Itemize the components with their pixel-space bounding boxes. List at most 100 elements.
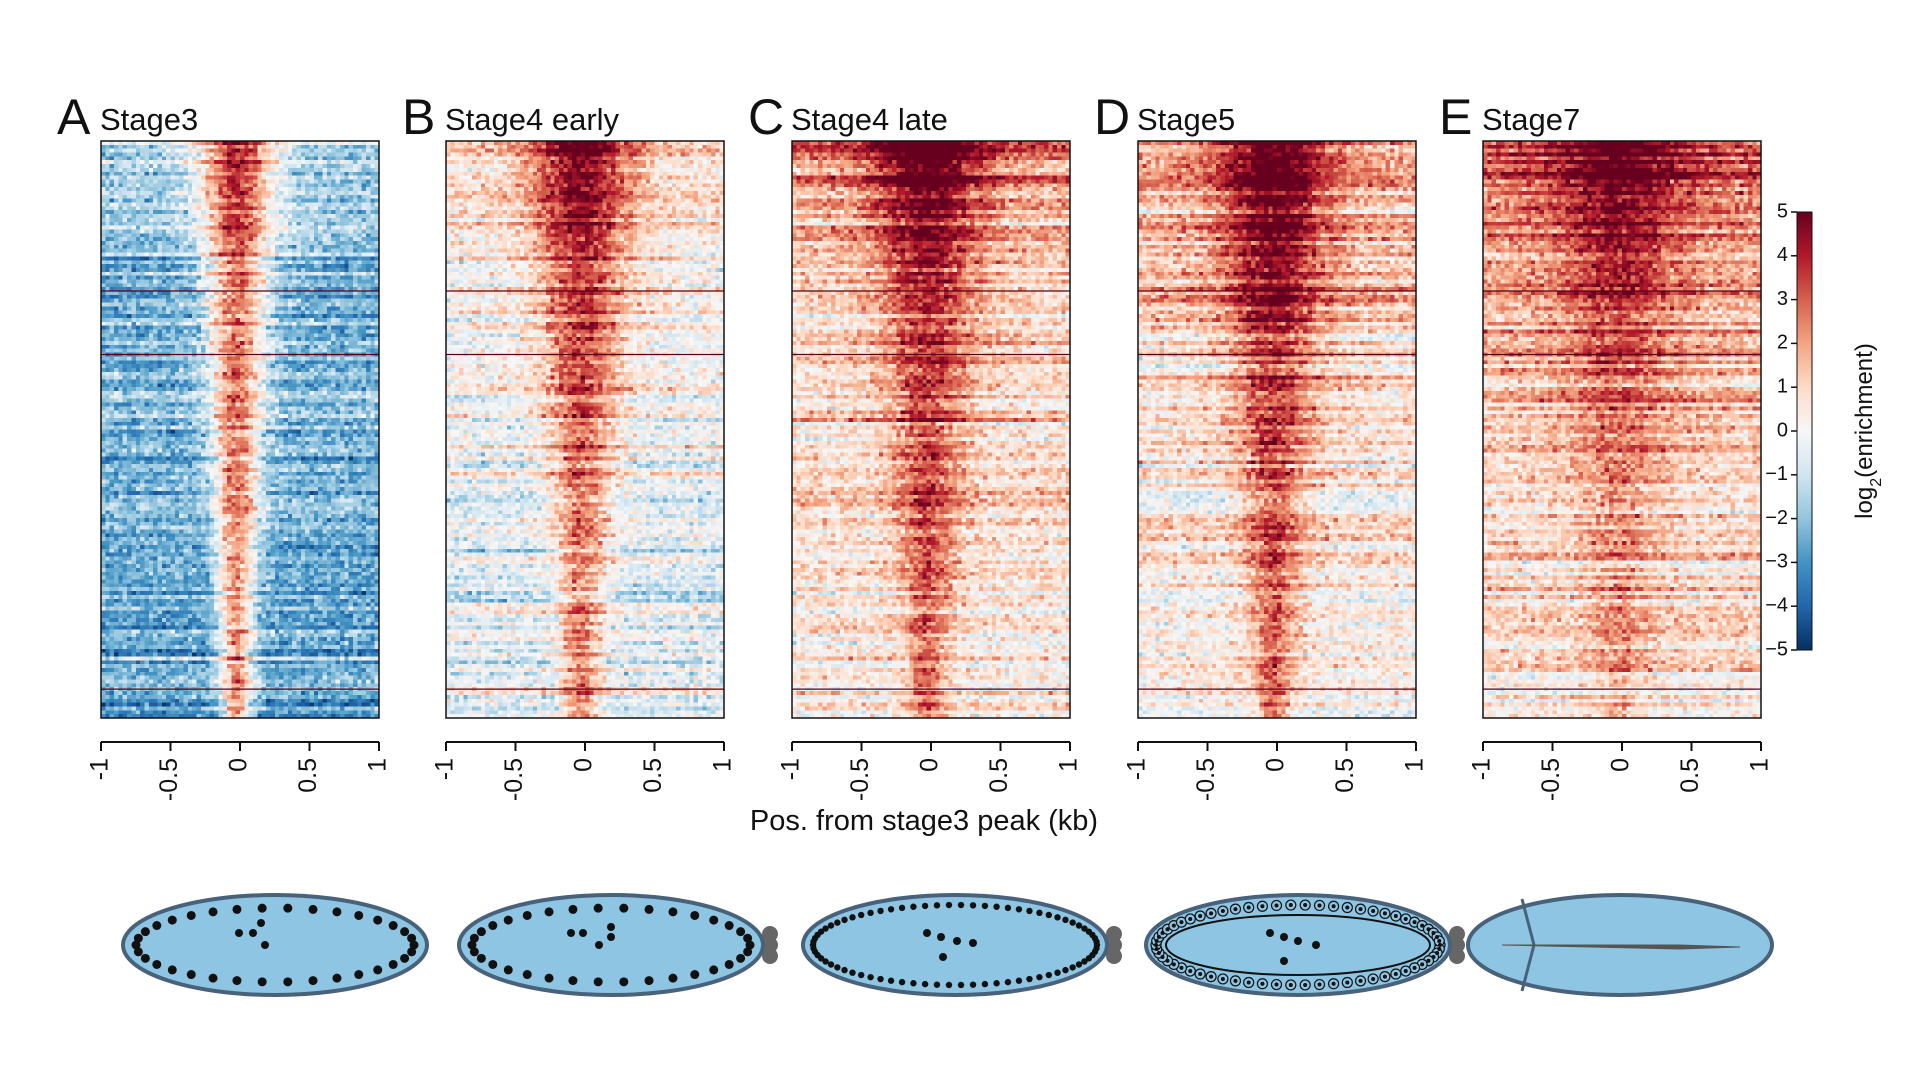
x-tick-label: 1 [1746,758,1774,772]
nucleus [209,907,218,916]
heatmap-panel-d: D Stage5-1 -0.5 0 0.5 1 [1094,89,1429,801]
x-tick-label: 0 [1262,758,1290,772]
nucleus [1383,975,1387,979]
nucleus [1005,979,1011,985]
nucleus [187,911,196,920]
nucleus [1359,907,1363,911]
nucleus [1161,955,1165,959]
pole-cell [1106,948,1122,964]
yolk-nucleus [953,937,961,945]
colorbar-tick-label: 2 [1777,332,1788,354]
embryo-diagrams [123,895,1772,995]
nucleus [888,978,894,984]
colorbar-tick-label: −1 [1765,463,1788,485]
yolk-nucleus [1266,929,1274,937]
nucleus [354,970,363,979]
nucleus [1221,977,1225,981]
nucleus [1005,905,1011,911]
nucleus [946,982,952,988]
nucleus [504,916,513,925]
heatmap-panels: A Stage3-1 -0.5 0 0.5 1B Stage4 early-1 -0.5 0 0.… [57,89,1774,801]
x-tick-label: 0 [1607,758,1635,772]
yolk-nucleus [579,929,587,937]
nucleus [934,981,940,987]
x-tick-label: -0.5 [846,758,874,801]
nucleus [1345,905,1349,909]
heatmap-cells [446,141,725,719]
embryo-outline [123,895,427,995]
nucleus [841,967,847,973]
nucleus [477,954,486,963]
heatmap-panel-c: C Stage4 late-1 -0.5 0 0.5 1 [748,89,1083,801]
nucleus [970,902,976,908]
nucleus [1157,935,1161,939]
nucleus [1289,903,1293,907]
nucleus [1274,903,1278,907]
nucleus [709,965,718,974]
nucleus [922,981,928,987]
nucleus [1247,981,1251,985]
x-tick-label: -1 [1468,758,1496,780]
nucleus [309,905,318,914]
nucleus [1155,947,1159,951]
nucleus [488,960,497,969]
nucleus [1371,909,1375,913]
nucleus [1046,912,1052,918]
nucleus [1247,905,1251,909]
nucleus [725,960,734,969]
nucleus [1016,978,1022,984]
yolk-nucleus [257,919,265,927]
nucleus [168,916,177,925]
nucleus [1155,939,1159,943]
nucleus [568,976,577,985]
colorbar-gradient [1797,212,1812,650]
nucleus [743,947,752,956]
nucleus [1435,951,1439,955]
nucleus [834,964,840,970]
nucleus [545,907,554,916]
nucleus [209,974,218,983]
nucleus [1437,939,1441,943]
nucleus [594,977,603,986]
nucleus [743,934,752,943]
nucleus [523,970,532,979]
colorbar-tick-label: 0 [1777,419,1788,441]
nucleus [1394,914,1398,918]
nucleus [545,974,554,983]
nucleus [899,979,905,985]
colorbar-tick-label: −5 [1765,638,1788,660]
nucleus [258,977,267,986]
x-tick-label: 1 [709,758,737,772]
yolk-nucleus [261,941,269,949]
nucleus [1437,947,1441,951]
yolk-nucleus [235,929,243,937]
x-tick-label: -0.5 [1192,758,1220,801]
nucleus [1166,927,1170,931]
nucleus [982,903,988,909]
nucleus [1198,972,1202,976]
colorbar-tick-label: 4 [1777,244,1788,266]
nucleus [389,960,398,969]
nucleus [828,922,834,928]
nucleus [867,974,873,980]
nucleus [504,965,513,974]
panel-title: Stage4 early [445,102,620,137]
nucleus [187,970,196,979]
panel-title: Stage5 [1137,102,1235,137]
heatmap-panel-b: B Stage4 early-1 -0.5 0 0.5 1 [402,89,737,801]
nucleus [970,981,976,987]
x-tick-label: 0.5 [985,758,1013,793]
colorbar-label: log2(enrichment) [1851,343,1885,519]
nucleus [1076,922,1082,928]
nucleus [1431,955,1435,959]
nucleus [309,976,318,985]
yolk-nucleus [1280,957,1288,965]
nucleus [858,972,864,978]
nucleus [867,910,873,916]
colorbar-tick-label: 3 [1777,288,1788,310]
nucleus [1345,981,1349,985]
x-tick-label: -0.5 [1537,758,1565,801]
nucleus [400,954,409,963]
